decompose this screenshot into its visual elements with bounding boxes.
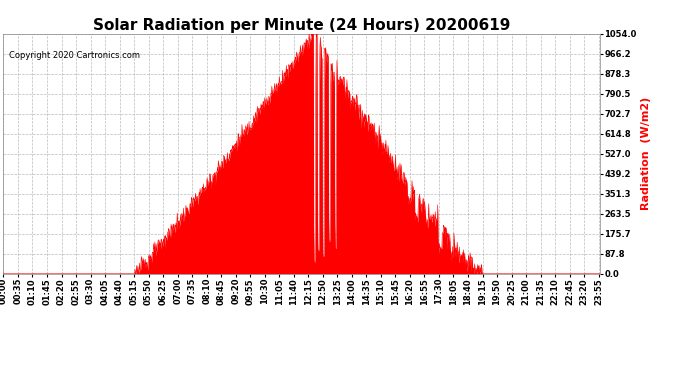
Title: Solar Radiation per Minute (24 Hours) 20200619: Solar Radiation per Minute (24 Hours) 20… <box>93 18 511 33</box>
Y-axis label: Radiation  (W/m2): Radiation (W/m2) <box>641 97 651 210</box>
Text: Copyright 2020 Cartronics.com: Copyright 2020 Cartronics.com <box>10 51 141 60</box>
